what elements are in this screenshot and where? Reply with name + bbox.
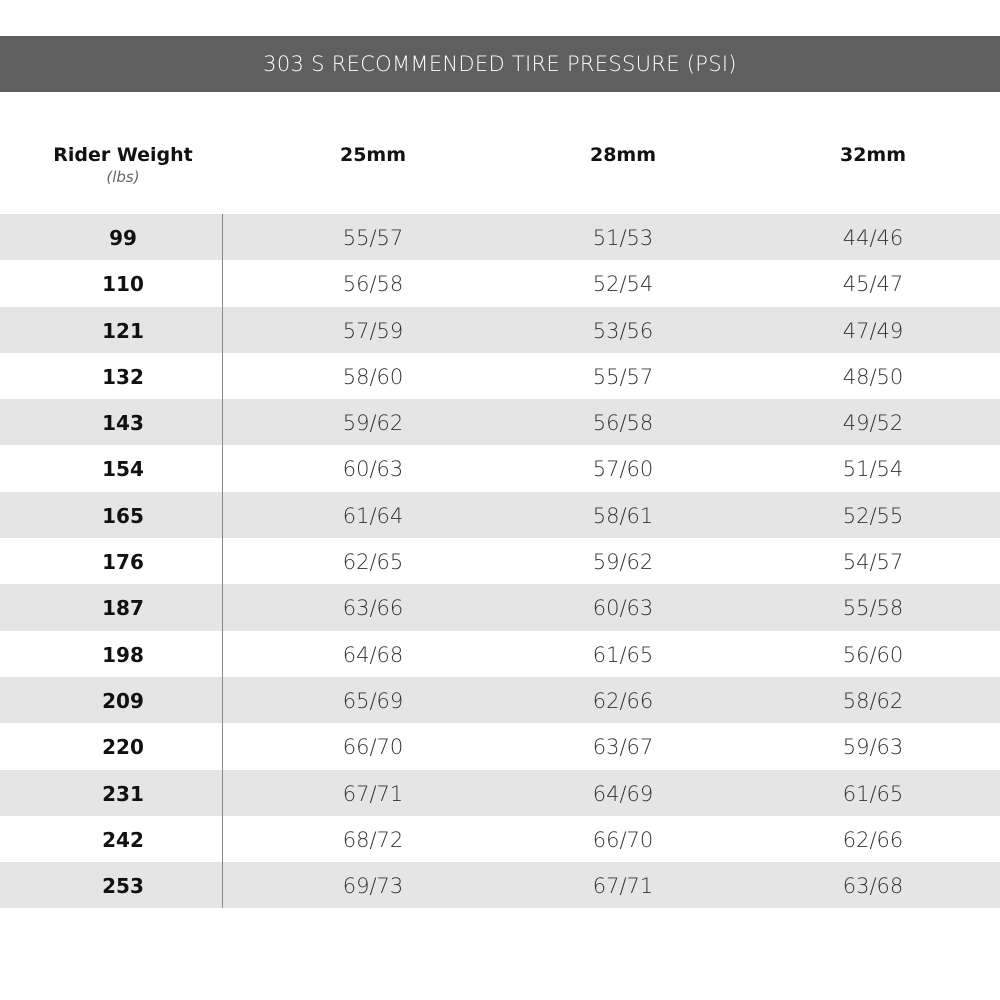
rider-weight-cell: 154: [102, 457, 144, 482]
pressure-32mm-cell: 59/63: [842, 735, 904, 760]
rider-weight-label: Rider Weight: [53, 144, 193, 166]
pressure-25mm-cell: 62/65: [342, 550, 404, 575]
table-row: 242 68/72 66/70 62/66: [0, 816, 1000, 862]
table-row: 143 59/62 56/58 49/52: [0, 399, 1000, 446]
pressure-25mm-cell: 55/57: [342, 226, 404, 250]
pressure-25mm-cell: 61/64: [342, 503, 404, 528]
pressure-28mm-cell: 63/67: [592, 735, 654, 760]
pressure-25mm-cell: 64/68: [342, 642, 404, 667]
rider-weight-cell: 165: [102, 503, 144, 528]
pressure-28mm-cell: 52/54: [592, 272, 654, 297]
rider-weight-cell: 176: [102, 550, 144, 575]
pressure-32mm-cell: 52/55: [842, 503, 904, 528]
pressure-28mm-cell: 55/57: [592, 364, 654, 389]
pressure-28mm-cell: 57/60: [592, 457, 654, 482]
pressure-25mm-cell: 56/58: [342, 272, 404, 297]
table-body: 99 55/57 51/53 44/46 110 56/58 52/54 45/47 121 57…: [0, 214, 1000, 909]
table-row: 253 69/73 67/71 63/68: [0, 862, 1000, 909]
pressure-32mm-cell: 62/66: [842, 827, 904, 852]
rider-weight-cell: 143: [102, 411, 144, 436]
pressure-28mm-cell: 62/66: [592, 688, 654, 713]
pressure-28mm-cell: 66/70: [592, 827, 654, 852]
pressure-25mm-cell: 66/70: [342, 735, 404, 760]
pressure-28mm-cell: 53/56: [592, 318, 654, 343]
header-25mm: 25mm: [339, 144, 407, 166]
rider-weight-unit: (lbs): [106, 168, 140, 186]
table-row: 154 60/63 57/60 51/54: [0, 445, 1000, 491]
pressure-32mm-cell: 63/68: [842, 874, 904, 899]
pressure-28mm-cell: 64/69: [592, 781, 654, 806]
pressure-28mm-cell: 59/62: [592, 550, 654, 575]
rider-weight-cell: 220: [102, 735, 144, 760]
pressure-32mm-cell: 61/65: [842, 781, 904, 806]
table-row: 209 65/69 62/66 58/62: [0, 676, 1000, 724]
pressure-32mm-cell: 55/58: [842, 596, 904, 621]
pressure-32mm-cell: 58/62: [842, 688, 904, 713]
header-rider-weight: Rider Weight (lbs): [0, 144, 248, 186]
header-28mm: 28mm: [589, 144, 657, 166]
table-row: 176 62/65 59/62 54/57: [0, 538, 1000, 584]
pressure-25mm-cell: 69/73: [342, 874, 404, 899]
rider-weight-cell: 253: [102, 874, 144, 899]
rider-weight-cell: 110: [102, 272, 144, 297]
table-title-banner: 303 S RECOMMENDED TIRE PRESSURE (PSI): [0, 36, 1000, 92]
rider-weight-cell: 231: [102, 781, 144, 806]
rider-weight-cell: 187: [102, 596, 144, 621]
pressure-28mm-cell: 58/61: [592, 503, 654, 528]
pressure-25mm-cell: 59/62: [342, 411, 404, 436]
pressure-25mm-cell: 68/72: [342, 827, 404, 852]
table-row: 187 63/66 60/63 55/58: [0, 584, 1000, 631]
header-32mm: 32mm: [839, 144, 907, 166]
pressure-32mm-cell: 54/57: [842, 550, 904, 575]
rider-weight-cell: 198: [102, 642, 144, 667]
rider-weight-cell: 121: [102, 318, 144, 343]
pressure-28mm-cell: 61/65: [592, 642, 654, 667]
table-row: 165 61/64 58/61 52/55: [0, 491, 1000, 539]
pressure-28mm-cell: 67/71: [592, 874, 654, 899]
pressure-25mm-cell: 58/60: [342, 364, 404, 389]
pressure-32mm-cell: 45/47: [842, 272, 904, 297]
rider-weight-cell: 209: [102, 688, 144, 713]
pressure-32mm-cell: 49/52: [842, 411, 904, 436]
table-row: 121 57/59 53/56 47/49: [0, 306, 1000, 353]
pressure-25mm-cell: 65/69: [342, 688, 404, 713]
pressure-25mm-cell: 60/63: [342, 457, 404, 482]
pressure-28mm-cell: 51/53: [592, 226, 654, 250]
pressure-28mm-cell: 56/58: [592, 411, 654, 436]
pressure-25mm-cell: 67/71: [342, 781, 404, 806]
table-row: 220 66/70 63/67 59/63: [0, 723, 1000, 769]
pressure-25mm-cell: 63/66: [342, 596, 404, 621]
table-row: 231 67/71 64/69 61/65: [0, 769, 1000, 816]
table-title: 303 S RECOMMENDED TIRE PRESSURE (PSI): [263, 52, 737, 76]
pressure-28mm-cell: 60/63: [592, 596, 654, 621]
pressure-25mm-cell: 57/59: [342, 318, 404, 343]
rider-weight-cell: 242: [102, 827, 144, 852]
pressure-32mm-cell: 51/54: [842, 457, 904, 482]
table-row: 132 58/60 55/57 48/50: [0, 353, 1000, 399]
table-row: 110 56/58 52/54 45/47: [0, 260, 1000, 306]
table-row: 99 55/57 51/53 44/46: [0, 214, 1000, 261]
table-header: Rider Weight (lbs) 25mm 28mm 32mm: [0, 144, 1000, 204]
column-divider: [222, 214, 223, 908]
pressure-32mm-cell: 47/49: [842, 318, 904, 343]
pressure-32mm-cell: 56/60: [842, 642, 904, 667]
pressure-32mm-cell: 44/46: [842, 226, 904, 250]
rider-weight-cell: 99: [109, 226, 137, 250]
table-row: 198 64/68 61/65 56/60: [0, 631, 1000, 677]
pressure-32mm-cell: 48/50: [842, 364, 904, 389]
rider-weight-cell: 132: [102, 364, 144, 389]
